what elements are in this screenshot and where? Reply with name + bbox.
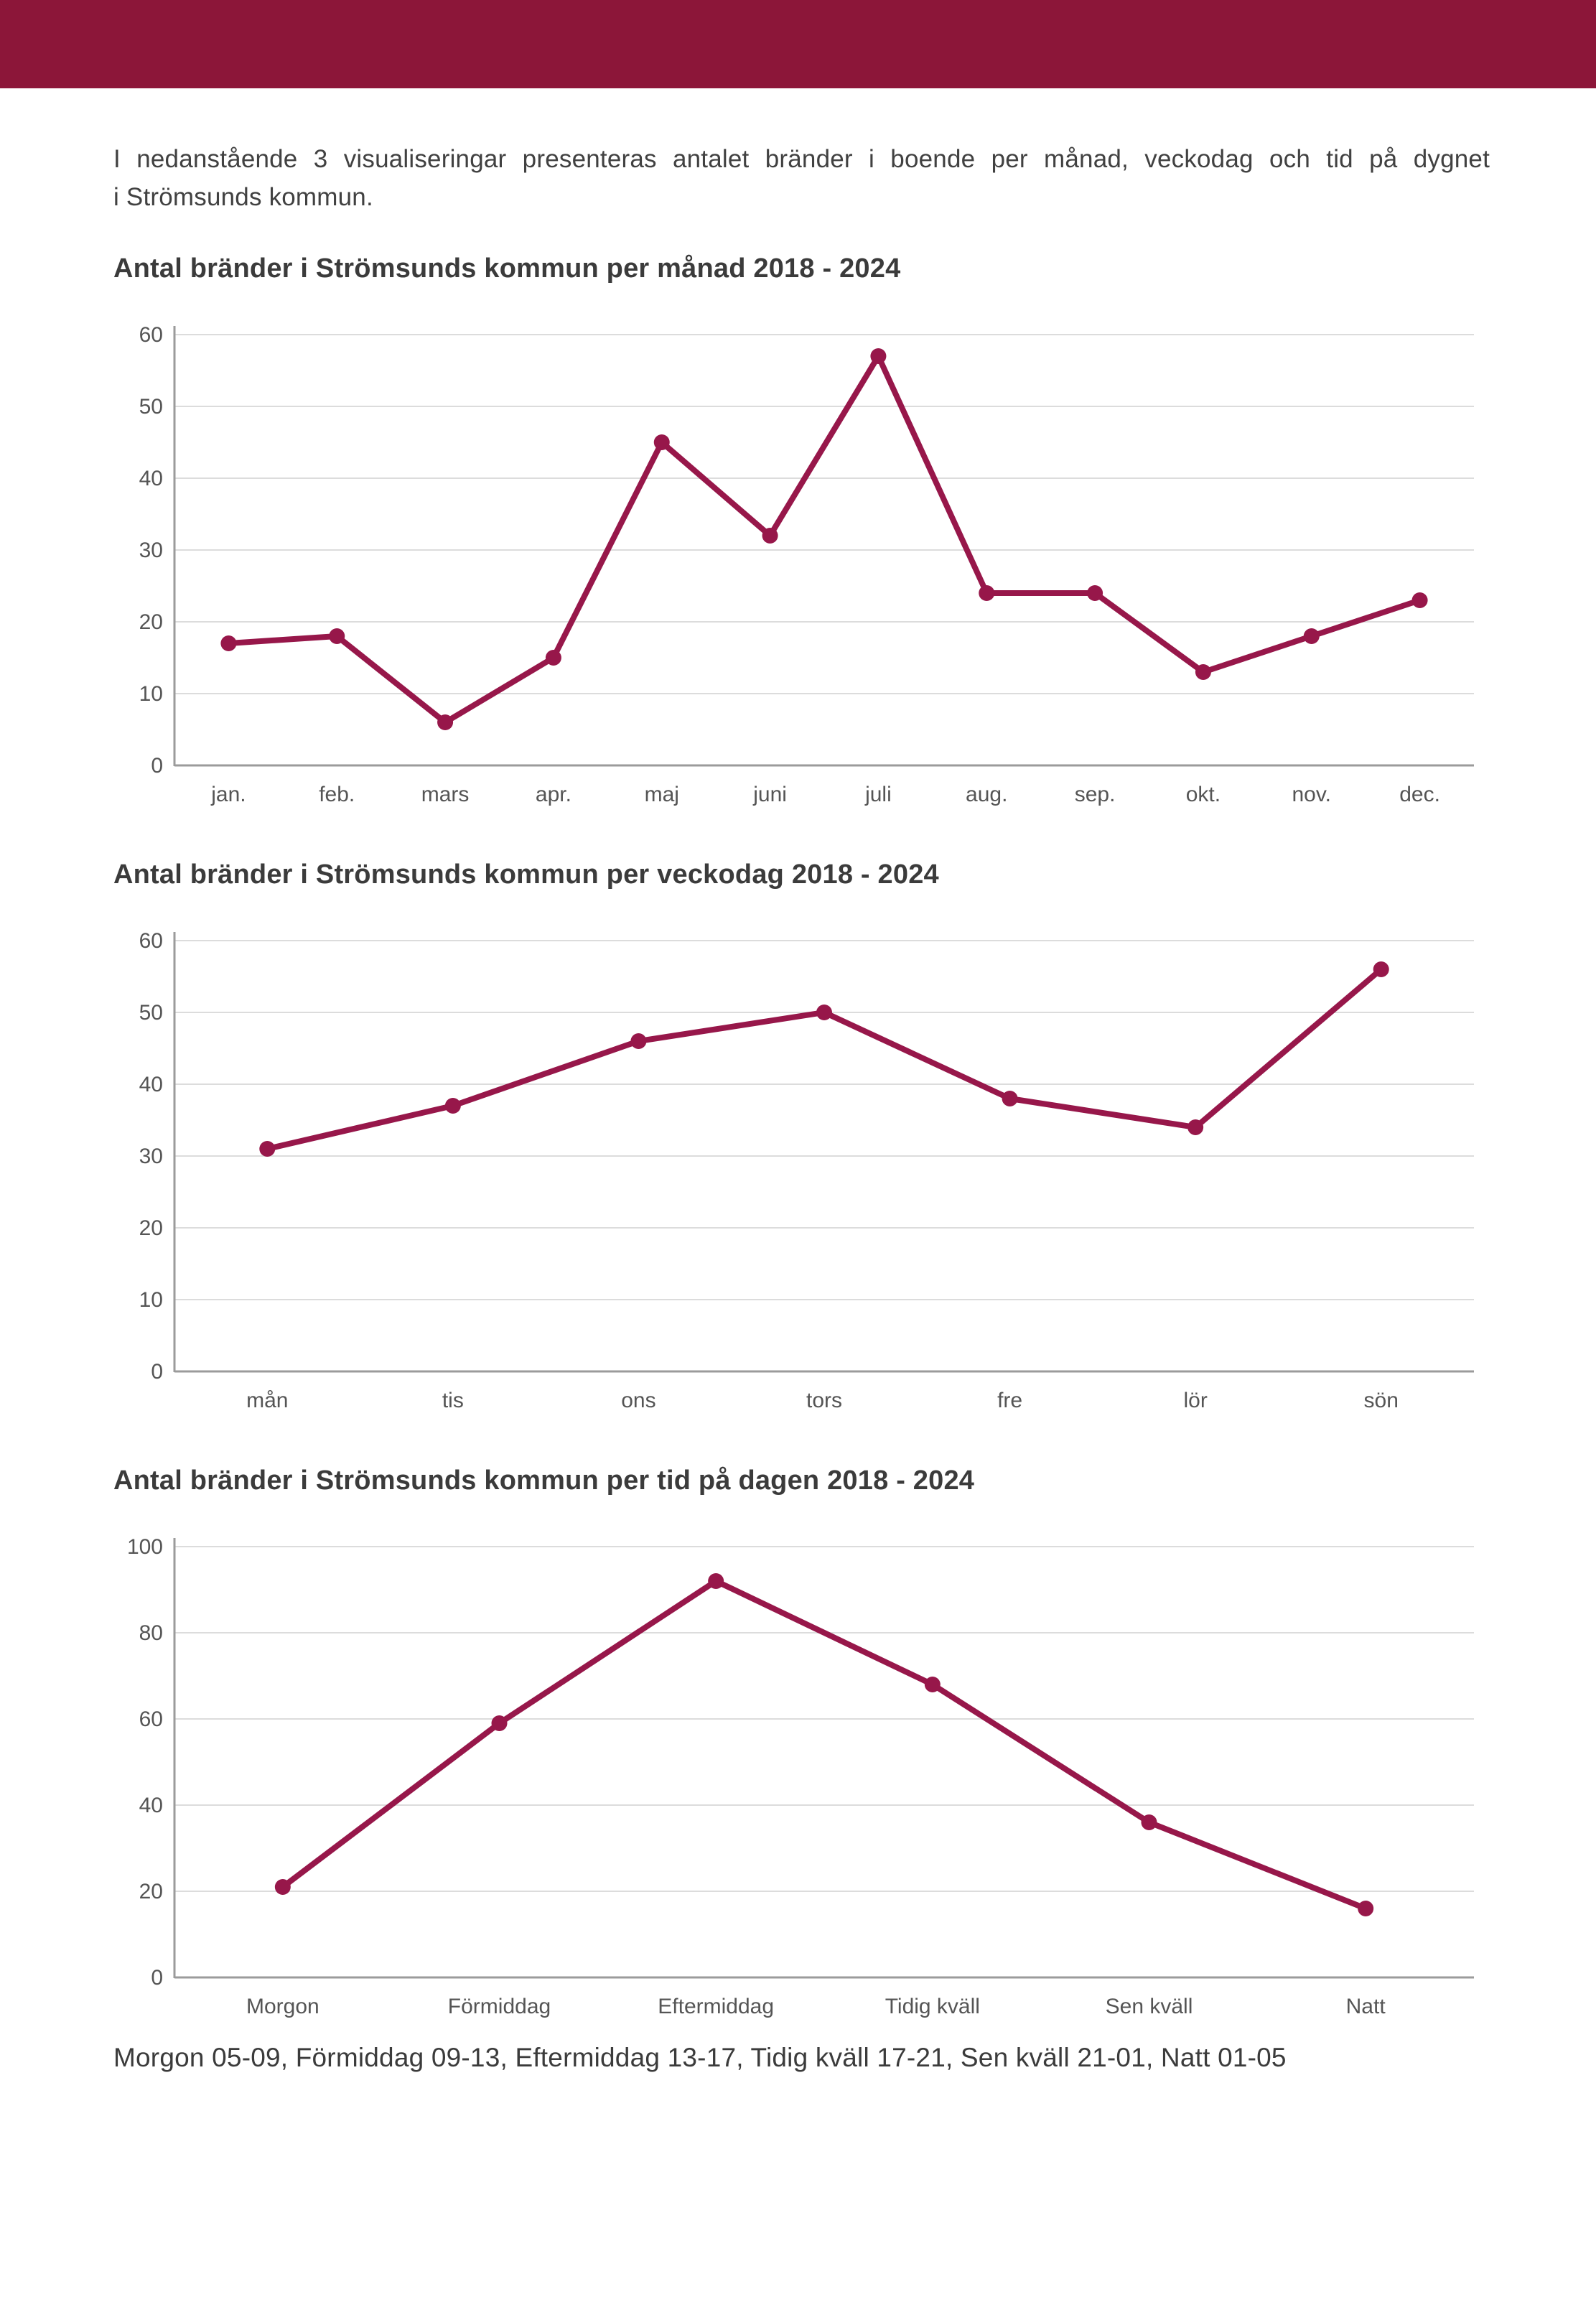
data-point [1195, 664, 1211, 680]
data-point [762, 528, 778, 544]
x-tick-label: mars [421, 783, 470, 806]
y-tick-label: 20 [139, 610, 163, 634]
y-tick-label: 40 [139, 1794, 163, 1817]
x-tick-label: fre [997, 1389, 1022, 1412]
x-tick-label: maj [645, 783, 679, 806]
y-tick-label: 40 [139, 1073, 163, 1096]
x-tick-label: apr. [536, 783, 571, 806]
time-ranges-legend: Morgon 05-09, Förmiddag 09-13, Eftermidd… [113, 2043, 1287, 2072]
y-tick-label: 50 [139, 1001, 163, 1025]
data-point [870, 348, 887, 364]
data-point [259, 1141, 276, 1157]
weekday-line-chart: 0 10 20 30 40 50 60 mån tis ons tors fre lör sön [139, 929, 1474, 1412]
intro-paragraph: I nedanstående 3 visualiseringar present… [113, 140, 1490, 216]
data-point [444, 1098, 461, 1114]
y-tick-label: 0 [151, 1966, 163, 1990]
y-tick-label: 20 [139, 1880, 163, 1903]
data-point [1358, 1901, 1374, 1916]
x-tick-label: aug. [966, 783, 1007, 806]
x-tick-label: sön [1364, 1389, 1399, 1412]
x-tick-label: Natt [1346, 1995, 1386, 2018]
x-tick-label: feb. [319, 783, 355, 806]
x-tick-label: Tidig kväll [885, 1995, 980, 2018]
y-tick-label: 50 [139, 395, 163, 419]
data-point [1141, 1814, 1157, 1830]
y-tick-label: 60 [139, 1707, 163, 1731]
y-tick-label: 10 [139, 682, 163, 706]
data-point [274, 1879, 291, 1895]
data-point [1002, 1091, 1018, 1106]
chart-title-time-of-day: Antal bränder i Strömsunds kommun per ti… [113, 1465, 975, 1496]
y-tick-label: 100 [127, 1535, 163, 1559]
header-bar [0, 0, 1596, 88]
data-point [1411, 592, 1428, 608]
data-point [1187, 1119, 1204, 1135]
x-tick-label: sep. [1075, 783, 1116, 806]
y-tick-label: 40 [139, 467, 163, 490]
data-point [329, 628, 345, 644]
y-tick-label: 80 [139, 1621, 163, 1645]
data-point [924, 1677, 941, 1692]
y-tick-label: 0 [151, 1360, 163, 1384]
x-tick-label: Eftermiddag [658, 1995, 774, 2018]
x-tick-label: dec. [1399, 783, 1440, 806]
x-tick-label: Förmiddag [448, 1995, 551, 2018]
data-point [653, 434, 670, 450]
intro-text-line1: I nedanstående 3 visualiseringar present… [113, 145, 1490, 173]
x-tick-label: tis [442, 1389, 464, 1412]
y-tick-label: 20 [139, 1216, 163, 1240]
y-tick-label: 10 [139, 1288, 163, 1312]
x-tick-label: lör [1183, 1389, 1207, 1412]
data-point [545, 650, 561, 666]
x-tick-label: jan. [210, 783, 246, 806]
data-point [437, 714, 454, 730]
x-tick-label: nov. [1292, 783, 1331, 806]
data-point [979, 585, 995, 601]
data-point [630, 1033, 647, 1049]
chart-title-weekday: Antal bränder i Strömsunds kommun per ve… [113, 859, 939, 890]
y-tick-label: 30 [139, 539, 163, 562]
x-tick-label: mån [246, 1389, 288, 1412]
x-tick-label: Morgon [246, 1995, 319, 2018]
data-point [1303, 628, 1320, 644]
report-body: I nedanstående 3 visualiseringar present… [0, 140, 1596, 2073]
y-tick-label: 60 [139, 929, 163, 953]
y-tick-label: 60 [139, 323, 163, 347]
chart-title-monthly: Antal bränder i Strömsunds kommun per må… [113, 253, 901, 284]
data-point [816, 1005, 832, 1020]
data-line [225, 353, 1423, 725]
monthly-line-chart: 0 10 20 30 40 50 60 jan. feb. mars apr. maj juni juli… [139, 323, 1474, 806]
x-tick-label: juli [864, 783, 892, 806]
data-point [1373, 961, 1389, 977]
y-tick-label: 30 [139, 1145, 163, 1168]
data-point [491, 1715, 508, 1731]
data-line [279, 1578, 1369, 1911]
time-of-day-line-chart: 0 20 40 60 80 100 Morgon Förmiddag Eftermiddag Ti… [127, 1535, 1474, 2018]
data-point [708, 1573, 724, 1589]
data-point [220, 635, 237, 651]
x-tick-label: ons [621, 1389, 655, 1412]
x-tick-label: Sen kväll [1106, 1995, 1193, 2018]
y-tick-label: 0 [151, 754, 163, 778]
data-point [1087, 585, 1103, 601]
x-tick-label: okt. [1186, 783, 1221, 806]
intro-text-line2: i Strömsunds kommun. [113, 183, 373, 211]
x-tick-label: juni [752, 783, 787, 806]
x-tick-label: tors [806, 1389, 842, 1412]
data-line [264, 966, 1384, 1152]
